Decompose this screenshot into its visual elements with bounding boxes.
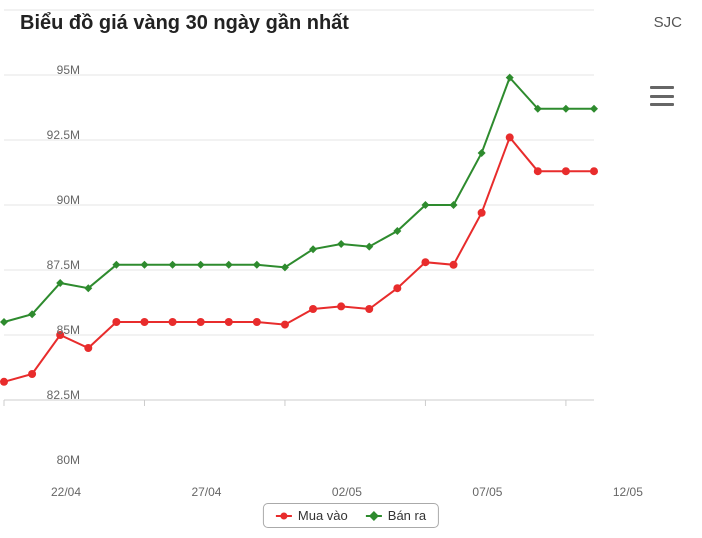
legend-marker-sell: [366, 515, 382, 517]
y-tick-label: 95M: [40, 63, 80, 77]
x-tick-label: 27/04: [191, 485, 221, 499]
chart-legend: Mua vào Bán ra: [263, 503, 439, 528]
y-tick-label: 90M: [40, 193, 80, 207]
legend-item-buy[interactable]: Mua vào: [276, 508, 348, 523]
line-chart: [0, 0, 614, 420]
x-tick-label: 22/04: [51, 485, 81, 499]
chart-subtitle: SJC: [654, 12, 682, 31]
legend-marker-buy: [276, 515, 292, 517]
x-tick-label: 02/05: [332, 485, 362, 499]
x-tick-label: 12/05: [613, 485, 643, 499]
legend-label-buy: Mua vào: [298, 508, 348, 523]
y-tick-label: 85M: [40, 323, 80, 337]
y-tick-label: 80M: [40, 453, 80, 467]
y-tick-label: 87.5M: [40, 258, 80, 272]
hamburger-menu-icon[interactable]: [650, 86, 674, 106]
legend-item-sell[interactable]: Bán ra: [366, 508, 426, 523]
y-tick-label: 92.5M: [40, 128, 80, 142]
chart-container: Biểu đồ giá vàng 30 ngày gần nhất SJC 80…: [0, 0, 702, 538]
legend-label-sell: Bán ra: [388, 508, 426, 523]
y-tick-label: 82.5M: [40, 388, 80, 402]
x-tick-label: 07/05: [472, 485, 502, 499]
